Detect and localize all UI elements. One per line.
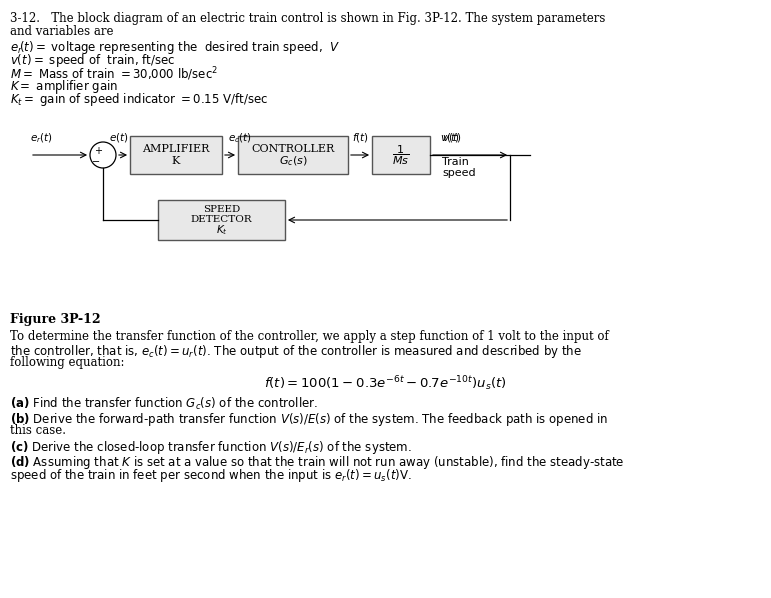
Text: CONTROLLER: CONTROLLER <box>251 144 335 154</box>
Bar <box>238 136 348 174</box>
Bar <box>158 200 285 240</box>
Text: $v(t)$: $v(t)$ <box>442 131 461 144</box>
Text: 3-12.   The block diagram of an electric train control is shown in Fig. 3P-12. T: 3-12. The block diagram of an electric t… <box>10 12 605 25</box>
Text: Train: Train <box>442 157 469 167</box>
Text: $K_t =$ gain of speed indicator $= 0.15$ V/ft/sec: $K_t =$ gain of speed indicator $= 0.15$… <box>10 91 268 108</box>
Text: $G_c(s)$: $G_c(s)$ <box>278 154 308 168</box>
Text: speed of the train in feet per second when the input is $e_r(t) = u_s(t)$V.: speed of the train in feet per second wh… <box>10 467 412 484</box>
Text: $\bf{(c)}$ Derive the closed-loop transfer function $V(s)/E_r(s)$ of the system.: $\bf{(c)}$ Derive the closed-loop transf… <box>10 439 412 456</box>
Text: $K =$ amplifier gain: $K =$ amplifier gain <box>10 78 118 95</box>
Text: DETECTOR: DETECTOR <box>190 215 252 224</box>
Text: $e_c(t)$: $e_c(t)$ <box>228 131 252 145</box>
Text: this case.: this case. <box>10 424 66 437</box>
Text: +: + <box>94 146 102 156</box>
Text: speed: speed <box>442 168 476 178</box>
Text: K: K <box>172 156 180 166</box>
Text: $K_t$: $K_t$ <box>216 223 227 237</box>
Text: −: − <box>92 157 100 167</box>
Text: $\bf{(b)}$ Derive the forward-path transfer function $V(s)/E(s)$ of the system. : $\bf{(b)}$ Derive the forward-path trans… <box>10 411 608 428</box>
Text: and variables are: and variables are <box>10 25 113 38</box>
Text: $\bf{(d)}$ Assuming that $K$ is set at a value so that the train will not run aw: $\bf{(d)}$ Assuming that $K$ is set at a… <box>10 454 625 471</box>
Text: $f(t) = 100(1 - 0.3e^{-6t} - 0.7e^{-10t})u_s(t)$: $f(t) = 100(1 - 0.3e^{-6t} - 0.7e^{-10t}… <box>264 374 507 393</box>
Text: $\dfrac{1}{Ms}$: $\dfrac{1}{Ms}$ <box>392 144 409 167</box>
Bar <box>372 136 430 174</box>
Text: following equation:: following equation: <box>10 356 124 369</box>
Text: $e_r\!\left(t\right) =$ voltage representing the  desired train speed,  $V$: $e_r\!\left(t\right) =$ voltage represen… <box>10 39 340 56</box>
Text: $e_r(t)$: $e_r(t)$ <box>30 131 53 145</box>
Text: $M =$ Mass of train $= 30{,}000$ lb/sec$^2$: $M =$ Mass of train $= 30{,}000$ lb/sec$… <box>10 65 218 83</box>
Text: the controller, that is, $e_c(t) = u_r(t)$. The output of the controller is meas: the controller, that is, $e_c(t) = u_r(t… <box>10 343 582 360</box>
Text: SPEED: SPEED <box>203 206 240 215</box>
Text: $f(t)$: $f(t)$ <box>352 131 369 144</box>
Text: Figure 3P-12: Figure 3P-12 <box>10 313 101 326</box>
Text: To determine the transfer function of the controller, we apply a step function o: To determine the transfer function of th… <box>10 330 609 343</box>
Bar <box>130 136 222 174</box>
Text: $v(t)$: $v(t)$ <box>440 131 460 144</box>
Text: AMPLIFIER: AMPLIFIER <box>143 144 210 154</box>
Text: $\bf{(a)}$ Find the transfer function $G_c(s)$ of the controller.: $\bf{(a)}$ Find the transfer function $G… <box>10 396 318 412</box>
Text: $e(t)$: $e(t)$ <box>109 131 129 144</box>
Text: $v(t) =$ speed of  train, ft/sec: $v(t) =$ speed of train, ft/sec <box>10 52 176 69</box>
